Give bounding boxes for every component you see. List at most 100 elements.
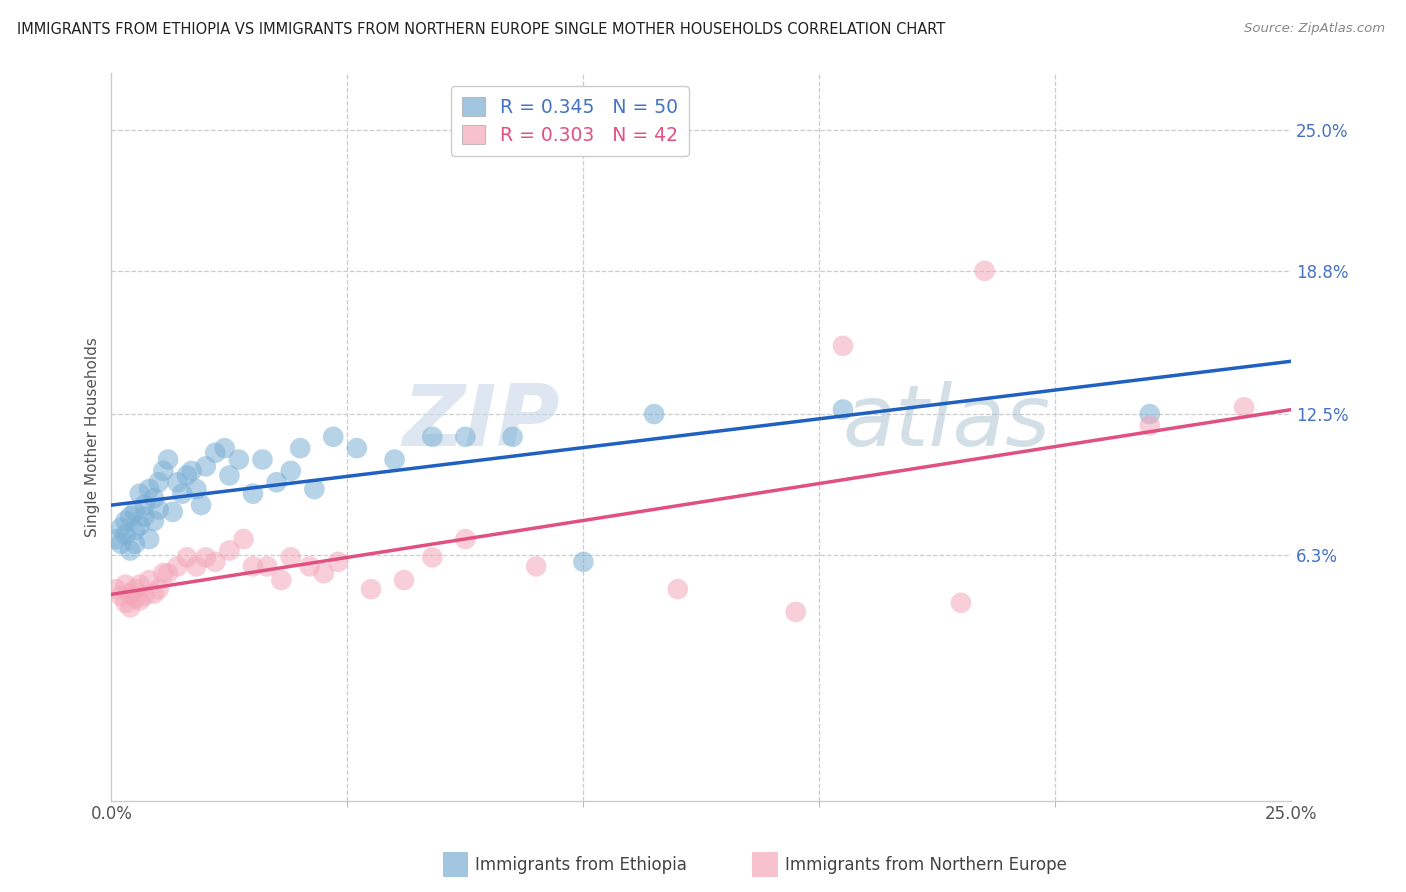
Point — [228, 452, 250, 467]
Point — [252, 452, 274, 467]
Point — [524, 559, 547, 574]
Point — [454, 430, 477, 444]
Text: IMMIGRANTS FROM ETHIOPIA VS IMMIGRANTS FROM NORTHERN EUROPE SINGLE MOTHER HOUSEH: IMMIGRANTS FROM ETHIOPIA VS IMMIGRANTS F… — [17, 22, 945, 37]
Point — [110, 521, 132, 535]
Point — [280, 550, 302, 565]
Point — [142, 514, 165, 528]
Point — [142, 587, 165, 601]
Point — [326, 555, 349, 569]
Text: Immigrants from Northern Europe: Immigrants from Northern Europe — [785, 856, 1066, 874]
Point — [832, 339, 855, 353]
Point — [270, 573, 292, 587]
Point — [157, 566, 180, 581]
Point — [422, 430, 444, 444]
Point — [194, 459, 217, 474]
Point — [280, 464, 302, 478]
Point — [312, 566, 335, 581]
Point — [120, 600, 142, 615]
Point — [128, 518, 150, 533]
Point — [392, 573, 415, 587]
Point — [128, 593, 150, 607]
Point — [114, 596, 136, 610]
Point — [949, 596, 972, 610]
Point — [194, 550, 217, 565]
Point — [204, 446, 226, 460]
Point — [124, 582, 146, 596]
Point — [643, 407, 665, 421]
Point — [124, 591, 146, 606]
Point — [346, 441, 368, 455]
Point — [138, 573, 160, 587]
Point — [105, 582, 128, 596]
Point — [138, 482, 160, 496]
Point — [120, 509, 142, 524]
Point — [148, 475, 170, 490]
Point — [454, 532, 477, 546]
Point — [1233, 401, 1256, 415]
Point — [785, 605, 807, 619]
Point — [114, 527, 136, 541]
Point — [148, 502, 170, 516]
Point — [973, 264, 995, 278]
Point — [1139, 407, 1161, 421]
Point — [134, 498, 156, 512]
Point — [105, 532, 128, 546]
Point — [114, 577, 136, 591]
Point — [242, 559, 264, 574]
Point — [124, 536, 146, 550]
Point — [176, 468, 198, 483]
Point — [152, 464, 174, 478]
Point — [186, 482, 208, 496]
Point — [152, 566, 174, 581]
Point — [124, 505, 146, 519]
Point — [502, 430, 524, 444]
Text: ZIP: ZIP — [402, 381, 560, 464]
Point — [162, 505, 184, 519]
Point — [1139, 418, 1161, 433]
Point — [172, 486, 194, 500]
Point — [120, 587, 142, 601]
Point — [138, 532, 160, 546]
Point — [304, 482, 326, 496]
Point — [134, 509, 156, 524]
Point — [176, 550, 198, 565]
Point — [166, 559, 188, 574]
Point — [124, 523, 146, 537]
Point — [232, 532, 254, 546]
Point — [384, 452, 406, 467]
Text: atlas: atlas — [844, 381, 1050, 464]
Point — [256, 559, 278, 574]
Point — [322, 430, 344, 444]
Point — [180, 464, 202, 478]
Point — [134, 589, 156, 603]
Point — [666, 582, 689, 596]
Point — [120, 543, 142, 558]
Point — [157, 452, 180, 467]
Point — [218, 468, 240, 483]
Point — [218, 543, 240, 558]
Point — [186, 559, 208, 574]
Point — [128, 577, 150, 591]
Point — [266, 475, 288, 490]
Y-axis label: Single Mother Households: Single Mother Households — [86, 337, 100, 537]
Text: Immigrants from Ethiopia: Immigrants from Ethiopia — [475, 856, 688, 874]
Point — [166, 475, 188, 490]
Point — [114, 514, 136, 528]
Point — [242, 486, 264, 500]
Point — [204, 555, 226, 569]
Point — [298, 559, 321, 574]
Point — [832, 402, 855, 417]
Point — [128, 486, 150, 500]
Point — [110, 589, 132, 603]
Text: Source: ZipAtlas.com: Source: ZipAtlas.com — [1244, 22, 1385, 36]
Point — [572, 555, 595, 569]
Point — [422, 550, 444, 565]
Point — [148, 582, 170, 596]
Point — [290, 441, 312, 455]
Point — [110, 536, 132, 550]
Legend: R = 0.345   N = 50, R = 0.303   N = 42: R = 0.345 N = 50, R = 0.303 N = 42 — [451, 86, 689, 156]
Point — [214, 441, 236, 455]
Point — [360, 582, 382, 596]
Point — [190, 498, 212, 512]
Point — [142, 491, 165, 506]
